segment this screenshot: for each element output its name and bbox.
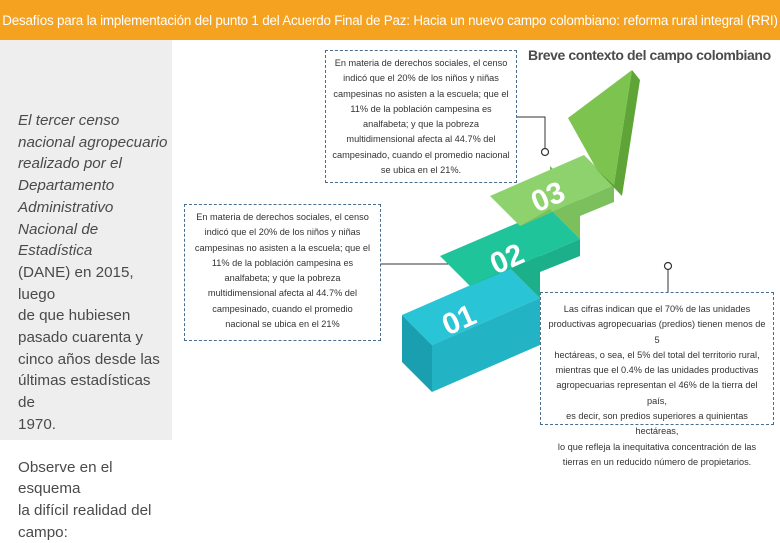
- callout-line: analfabeta; y que la pobreza: [363, 119, 479, 130]
- arrow-head-shade: [597, 70, 640, 196]
- callout-line: analfabeta; y que la pobreza: [224, 273, 341, 284]
- diagram-title: Breve contexto del campo colombiano: [528, 47, 771, 63]
- callout-line: agropecuarias representan el 46% de la t…: [556, 380, 758, 406]
- callout-line: campesinado, cuando el promedio nacional: [332, 149, 510, 160]
- intro-line: Administrativo: [18, 198, 114, 216]
- step-01-top: [402, 268, 540, 345]
- callout-line: productivas agropecuarias (predios) tien…: [548, 319, 766, 345]
- intro-line: últimas estadísticas de: [18, 372, 151, 412]
- intro-line: Departamento: [18, 177, 115, 195]
- connector-dot-right: [663, 261, 673, 271]
- step-02-top: [440, 209, 580, 286]
- connector-line-top: [517, 116, 546, 152]
- observe-line: la difícil realidad del: [18, 501, 152, 519]
- intro-line: realizado por el: [18, 155, 122, 173]
- callout-social-rights-left: En materia de derechos sociales, el cens…: [184, 204, 381, 341]
- callout-line: 11% de la población campesina es: [211, 257, 354, 268]
- connector-dot-top: [540, 147, 550, 157]
- arrow-head: [568, 70, 632, 185]
- callout-line: nacional se ubica en el 21%: [225, 319, 340, 330]
- callout-line: hectáreas, o sea, el 5% del total del te…: [554, 349, 760, 360]
- intro-line: Nacional de Estadística: [18, 220, 99, 260]
- callout-line: tierras en un reducido número de propiet…: [562, 456, 752, 467]
- callout-line: En materia de derechos sociales, el cens…: [196, 212, 369, 222]
- callout-line: se ubica en el 21%.: [380, 165, 462, 176]
- callout-line: es decir, son predios superiores a quini…: [566, 411, 748, 437]
- callout-line: campesinas no asisten a la escuela; que …: [194, 242, 371, 253]
- intro-line: 1970.: [18, 415, 57, 433]
- callout-line: Las cifras indican que el 70% de las uni…: [563, 304, 751, 314]
- callout-line: mientras que el 0.4% de las unidades pro…: [555, 365, 759, 376]
- callout-line: En materia de derechos sociales, el cens…: [334, 58, 508, 68]
- callout-line: campesinado, cuando el promedio: [212, 303, 353, 314]
- intro-line: nacional agropecuario: [18, 133, 168, 151]
- observe-line: Observe en el esquema: [18, 458, 113, 498]
- callout-line: indicó que el 20% de los niños y niñas: [204, 227, 361, 238]
- callout-land-concentration: Las cifras indican que el 70% de las uni…: [540, 292, 774, 467]
- observe-line: campo:: [18, 523, 68, 541]
- callout-line: indicó que el 20% de los niños y niñas: [343, 73, 499, 84]
- callout-line: multidimensional afecta al 44.7% del: [346, 134, 496, 145]
- callout-line: lo que refleja la inequitativa concentra…: [557, 441, 757, 452]
- step-03-top: [490, 155, 614, 226]
- step-03-front: [520, 185, 614, 239]
- top-banner: Desafíos para la implementación del punt…: [0, 0, 780, 40]
- callout-line: multidimensional afecta al 44.7% del: [207, 288, 358, 299]
- step-02-front: [470, 239, 580, 298]
- callout-line: campesinas no asisten a la escuela; que …: [333, 88, 509, 99]
- step-01-front: [432, 298, 540, 392]
- intro-line: de que hubiesen: [18, 307, 131, 325]
- step-01-side: [402, 315, 432, 392]
- banner-title: Desafíos para la implementación del punt…: [2, 12, 778, 28]
- intro-line: pasado cuarenta y: [18, 329, 143, 347]
- intro-line: cinco años desde las: [18, 350, 160, 368]
- callout-line: 11% de la población campesina es: [350, 103, 492, 114]
- intro-line: El tercer censo: [18, 112, 120, 129]
- intro-line: (DANE) en 2015, luego: [18, 263, 134, 303]
- staircase-diagram: 01 02 03: [381, 70, 673, 392]
- callout-social-rights-top: En materia de derechos sociales, el cens…: [325, 50, 517, 183]
